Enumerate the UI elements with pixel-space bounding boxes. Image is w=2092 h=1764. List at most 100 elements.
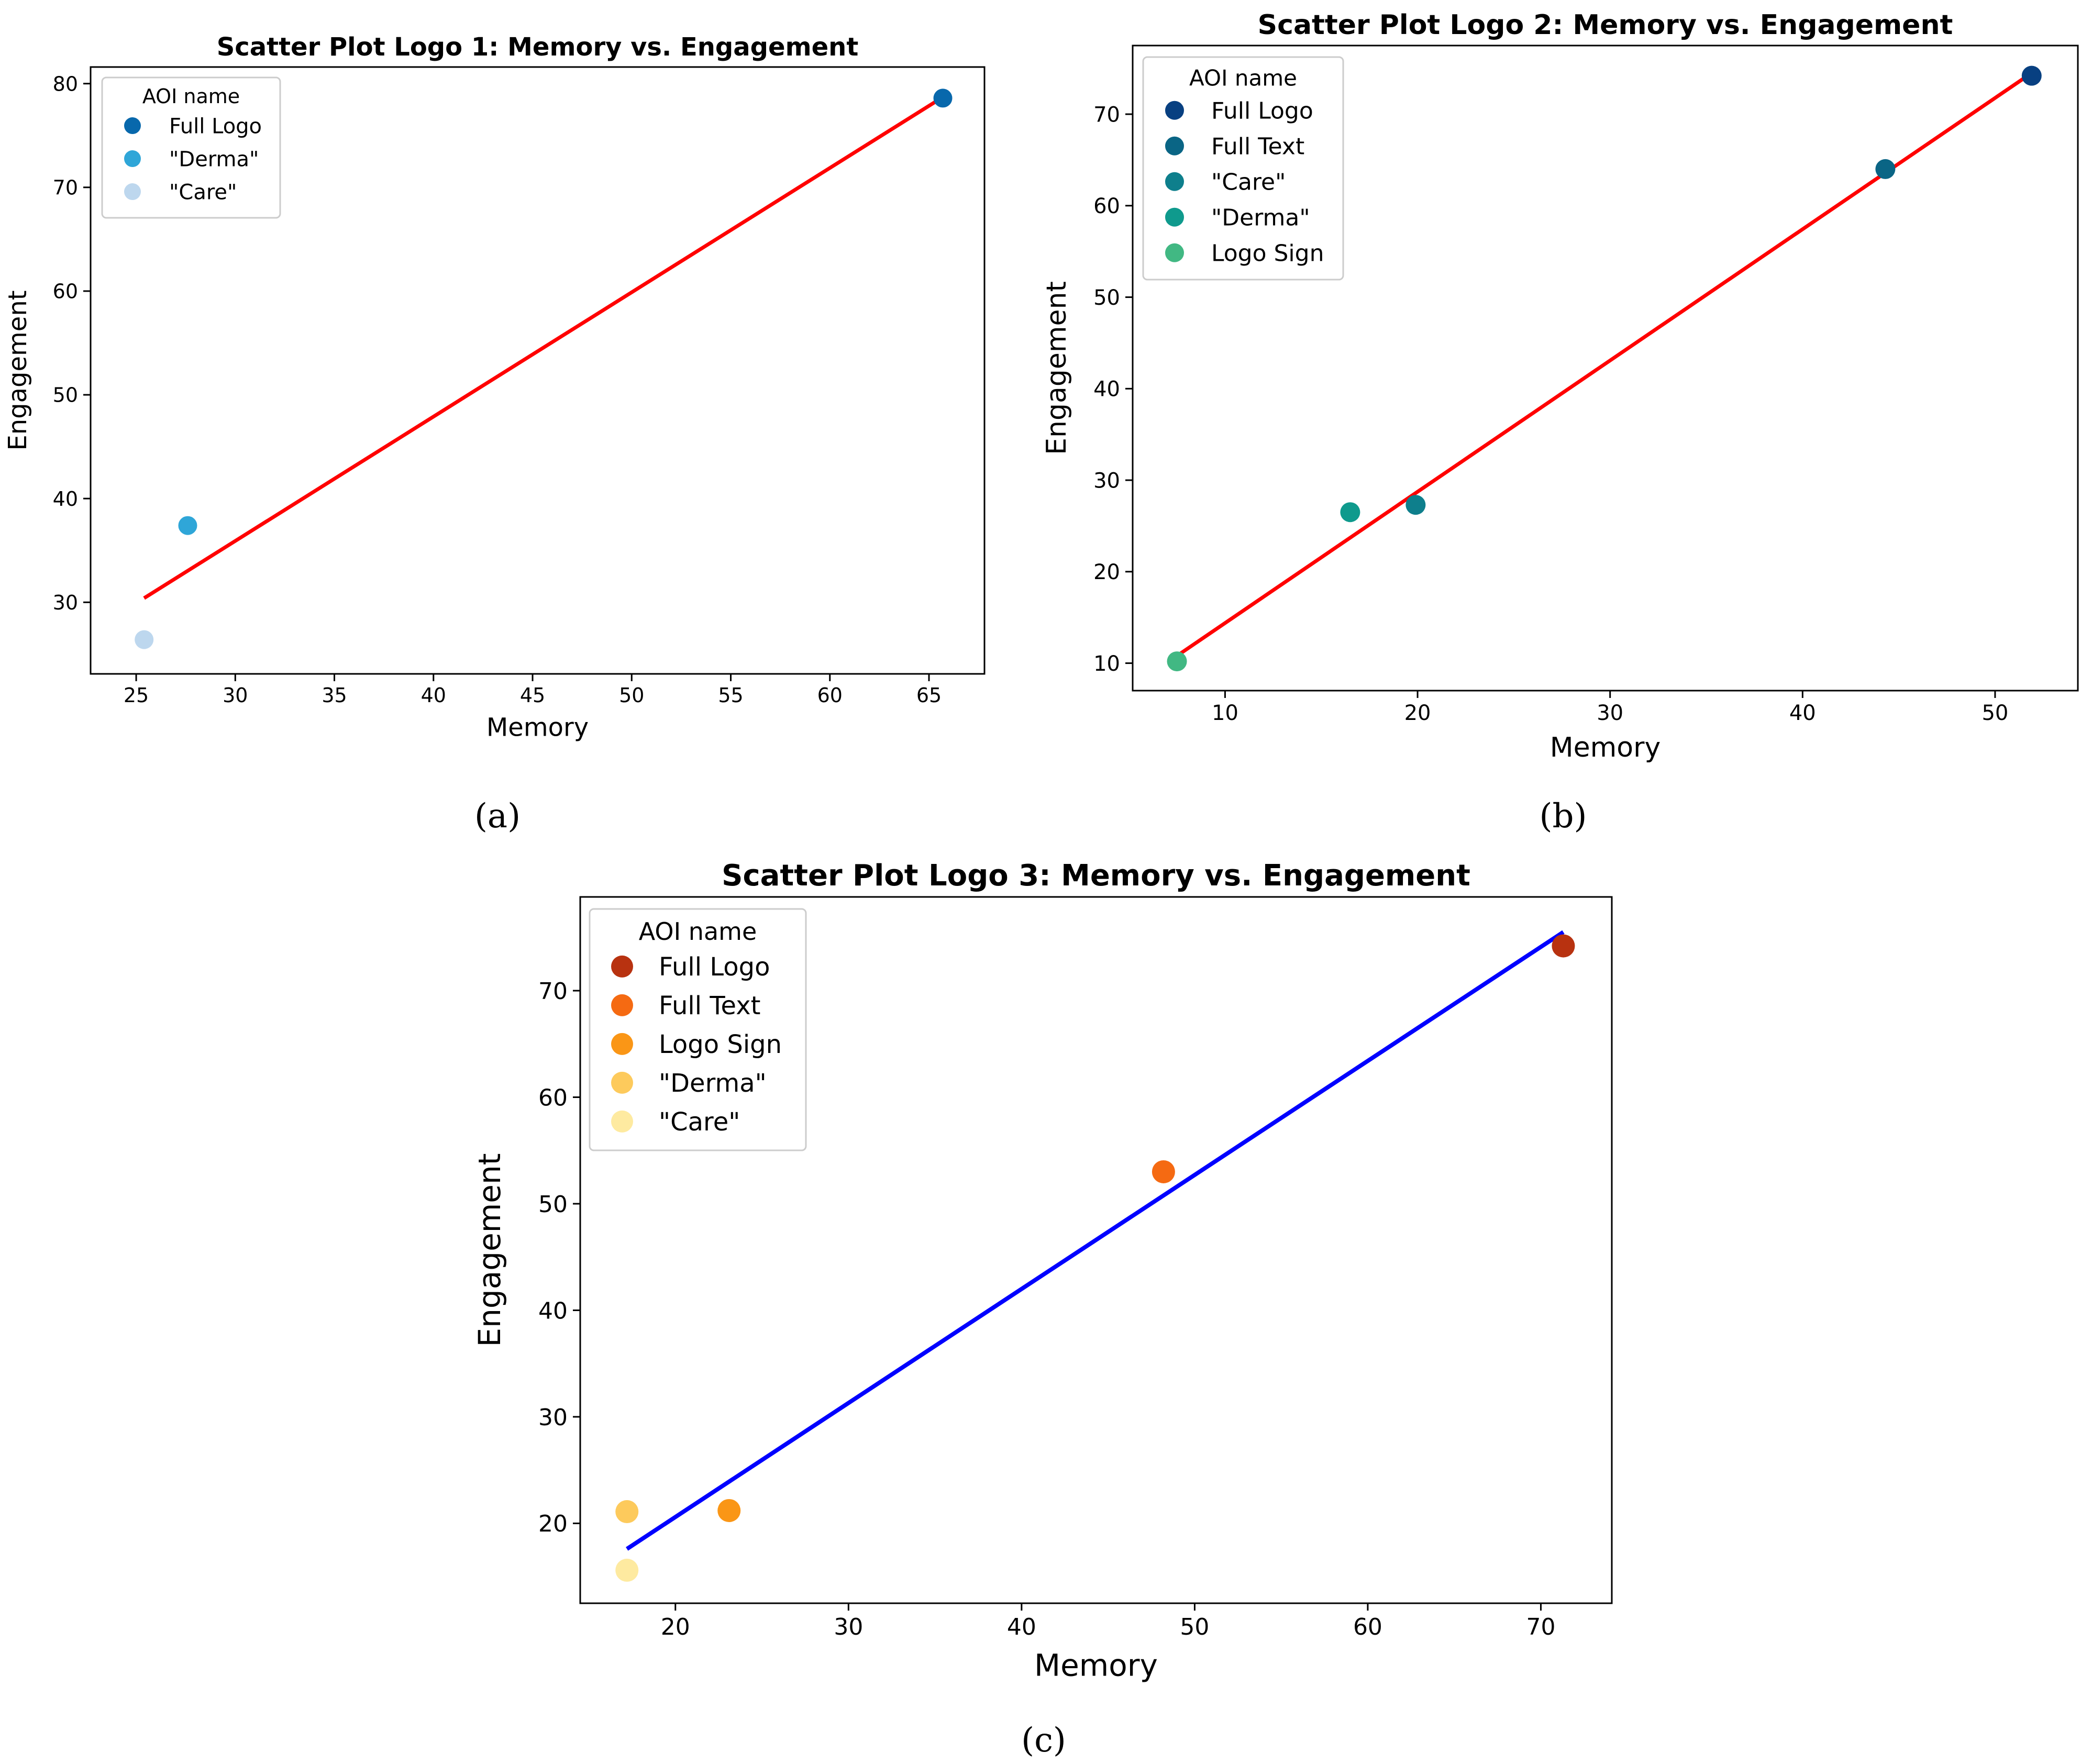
data-point-fulllogo xyxy=(933,88,953,108)
x-tick-label: 45 xyxy=(520,684,545,707)
legend-title: AOI name xyxy=(639,917,757,946)
y-tick-label: 60 xyxy=(53,280,78,303)
x-tick-label: 35 xyxy=(322,684,347,707)
legend-marker xyxy=(124,117,141,135)
legend-frame xyxy=(589,908,807,1151)
y-tick-label: 30 xyxy=(53,591,78,614)
x-tick-label: 30 xyxy=(834,1614,863,1640)
legend-marker xyxy=(611,1110,633,1133)
data-point-care xyxy=(135,630,154,649)
x-tick-label: 25 xyxy=(124,684,149,707)
legend-frame xyxy=(1142,56,1344,281)
data-point-derma xyxy=(615,1500,639,1524)
legend-label: "Derma" xyxy=(659,1069,767,1098)
legend-marker xyxy=(611,1033,633,1055)
x-tick-label: 40 xyxy=(421,684,446,707)
legend-marker xyxy=(611,1071,633,1094)
x-tick-label: 10 xyxy=(1212,701,1238,725)
legend-label: Logo Sign xyxy=(1211,240,1324,267)
legend-marker xyxy=(1165,101,1184,120)
y-tick-label: 50 xyxy=(53,384,78,407)
legend-label: "Care" xyxy=(1211,169,1286,196)
y-tick-label: 70 xyxy=(538,978,568,1005)
data-point-fulllogo xyxy=(2021,65,2042,86)
y-tick-label: 50 xyxy=(538,1191,568,1218)
legend-title: AOI name xyxy=(1189,65,1297,91)
legend: AOI name Full Logo Full Text Logo Sign "Derm… xyxy=(589,908,807,1151)
x-tick-label: 60 xyxy=(1353,1614,1382,1640)
legend: AOI name Full Logo "Derma" "Care" xyxy=(101,76,281,219)
legend-label: Full Logo xyxy=(659,952,770,982)
x-tick-label: 40 xyxy=(1789,701,1816,725)
y-tick-label: 50 xyxy=(1093,286,1120,310)
data-point-logosign xyxy=(1167,651,1187,672)
y-tick-label: 70 xyxy=(53,176,78,199)
legend-marker xyxy=(611,994,633,1016)
legend-label: Full Logo xyxy=(169,114,262,138)
y-tick-label: 40 xyxy=(1093,378,1120,402)
legend-marker xyxy=(1165,207,1184,227)
y-tick-label: 10 xyxy=(1093,652,1120,676)
regression-line xyxy=(143,95,944,600)
legend: AOI name Full Logo Full Text "Care" "Derma" L… xyxy=(1142,56,1344,281)
panel-caption: (c) xyxy=(1021,1721,1066,1760)
y-tick-label: 70 xyxy=(1093,103,1120,127)
data-point-logosign xyxy=(717,1499,741,1522)
x-tick-label: 30 xyxy=(1597,701,1623,725)
data-point-derma xyxy=(178,516,197,535)
y-tick-label: 40 xyxy=(538,1297,568,1324)
data-point-care xyxy=(615,1558,639,1582)
x-tick-label: 70 xyxy=(1526,1614,1555,1640)
data-point-fulltext xyxy=(1875,159,1896,179)
y-tick-label: 60 xyxy=(538,1084,568,1111)
legend-label: Full Text xyxy=(1211,134,1304,160)
legend-label: Full Text xyxy=(659,991,760,1020)
data-point-derma xyxy=(1340,502,1360,523)
legend-marker xyxy=(1165,172,1184,191)
y-axis-label: Engagement xyxy=(3,290,32,450)
x-tick-label: 50 xyxy=(1982,701,2008,725)
chart-title: Scatter Plot Logo 3: Memory vs. Engageme… xyxy=(722,859,1470,893)
data-point-fulllogo xyxy=(1552,934,1575,958)
legend-label: Logo Sign xyxy=(659,1030,782,1059)
x-tick-label: 30 xyxy=(223,684,248,707)
x-tick-label: 60 xyxy=(817,684,843,707)
panel-caption: (a) xyxy=(474,797,521,836)
legend-marker xyxy=(1165,136,1184,156)
chart-a: Scatter Plot Logo 1: Memory vs. Engageme… xyxy=(3,32,986,836)
y-tick-label: 30 xyxy=(538,1404,568,1431)
legend-marker xyxy=(1165,243,1184,262)
y-tick-label: 40 xyxy=(53,487,78,511)
x-tick-label: 20 xyxy=(661,1614,690,1640)
x-axis-label: Memory xyxy=(486,713,589,742)
x-tick-label: 55 xyxy=(718,684,743,707)
legend-marker xyxy=(124,150,141,168)
legend-label: Full Logo xyxy=(1211,98,1313,125)
chart-title: Scatter Plot Logo 1: Memory vs. Engageme… xyxy=(217,32,859,62)
y-tick-label: 30 xyxy=(1093,469,1120,493)
chart-b: Scatter Plot Logo 2: Memory vs. Engageme… xyxy=(1041,9,2079,836)
x-tick-label: 65 xyxy=(916,684,942,707)
x-axis-label: Memory xyxy=(1034,1648,1158,1683)
x-tick-label: 50 xyxy=(1180,1614,1209,1640)
legend-label: "Care" xyxy=(659,1107,740,1137)
x-axis-label: Memory xyxy=(1550,732,1661,763)
legend-marker xyxy=(124,183,141,201)
y-axis-label: Engagement xyxy=(472,1153,507,1347)
legend-frame xyxy=(101,76,281,219)
x-tick-label: 20 xyxy=(1404,701,1431,725)
y-tick-label: 20 xyxy=(1093,560,1120,584)
data-point-care xyxy=(1405,495,1426,515)
chart-c: Scatter Plot Logo 3: Memory vs. Engageme… xyxy=(472,859,1613,1760)
y-axis-label: Engagement xyxy=(1041,281,1072,455)
x-tick-label: 50 xyxy=(619,684,644,707)
y-tick-label: 60 xyxy=(1093,194,1120,218)
y-tick-label: 80 xyxy=(53,72,78,95)
legend-title: AOI name xyxy=(142,85,240,108)
legend-label: "Care" xyxy=(169,180,237,204)
legend-label: "Derma" xyxy=(1211,205,1310,231)
legend-marker xyxy=(611,955,633,978)
y-tick-label: 20 xyxy=(538,1511,568,1537)
x-tick-label: 40 xyxy=(1007,1614,1036,1640)
